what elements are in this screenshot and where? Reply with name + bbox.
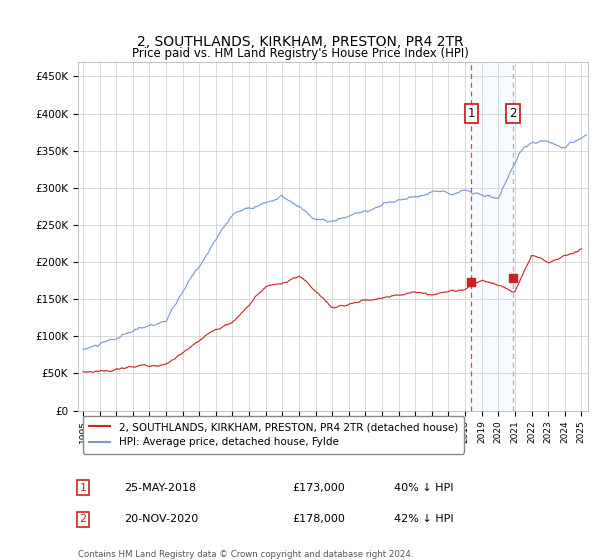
Text: 2, SOUTHLANDS, KIRKHAM, PRESTON, PR4 2TR: 2, SOUTHLANDS, KIRKHAM, PRESTON, PR4 2TR (137, 35, 463, 49)
Text: Price paid vs. HM Land Registry's House Price Index (HPI): Price paid vs. HM Land Registry's House … (131, 46, 469, 60)
Text: 2: 2 (80, 514, 86, 524)
Text: 1: 1 (80, 483, 86, 492)
Text: Contains HM Land Registry data © Crown copyright and database right 2024.
This d: Contains HM Land Registry data © Crown c… (78, 550, 413, 560)
Text: £178,000: £178,000 (292, 514, 345, 524)
Text: 40% ↓ HPI: 40% ↓ HPI (394, 483, 454, 492)
Bar (472, 62, 513, 410)
Text: 20-NOV-2020: 20-NOV-2020 (124, 514, 198, 524)
Text: 1: 1 (467, 107, 475, 120)
Text: 42% ↓ HPI: 42% ↓ HPI (394, 514, 454, 524)
Text: 2: 2 (509, 107, 517, 120)
Text: 25-MAY-2018: 25-MAY-2018 (124, 483, 196, 492)
Text: £173,000: £173,000 (292, 483, 345, 492)
Legend: 2, SOUTHLANDS, KIRKHAM, PRESTON, PR4 2TR (detached house), HPI: Average price, d: 2, SOUTHLANDS, KIRKHAM, PRESTON, PR4 2TR… (83, 416, 464, 454)
